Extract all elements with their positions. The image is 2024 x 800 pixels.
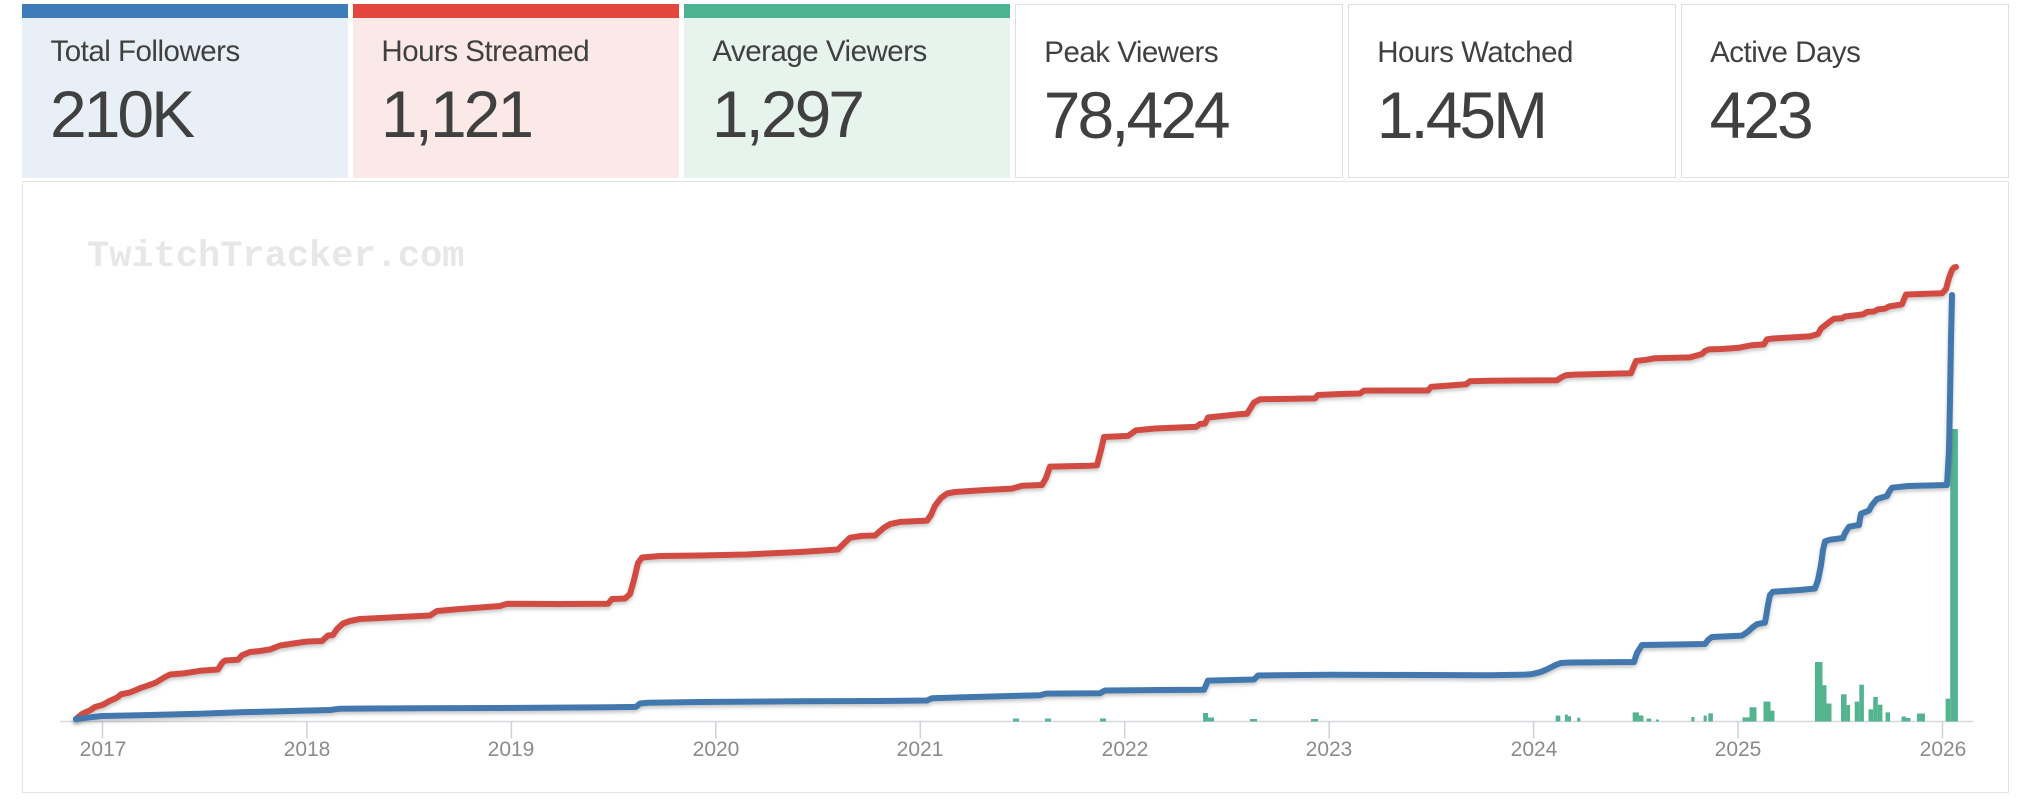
svg-text:2018: 2018 [284, 738, 331, 761]
svg-text:2017: 2017 [80, 738, 127, 761]
svg-text:2025: 2025 [1715, 738, 1762, 761]
svg-text:2019: 2019 [488, 738, 535, 761]
svg-text:2024: 2024 [1511, 738, 1558, 761]
svg-text:2022: 2022 [1102, 738, 1149, 761]
svg-text:2021: 2021 [897, 738, 944, 761]
svg-text:2026: 2026 [1920, 738, 1967, 761]
svg-text:2023: 2023 [1306, 738, 1353, 761]
svg-text:2020: 2020 [693, 738, 740, 761]
